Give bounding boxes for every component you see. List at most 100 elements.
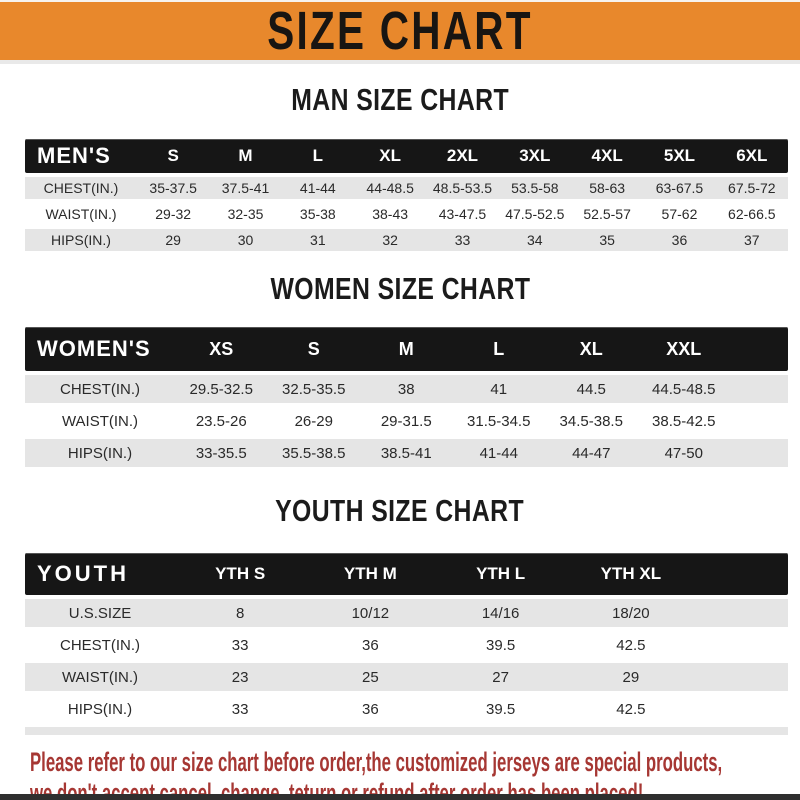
women-row-label: HIPS(IN.) (67, 444, 133, 462)
women-value-cell: 41-44 (479, 444, 518, 462)
women-value-cell: 47-50 (664, 444, 703, 462)
men-value-cell: 35-38 (299, 206, 336, 222)
youth-row-label: WAIST(IN.) (61, 668, 139, 686)
youth-value-cell: 39.5 (486, 636, 516, 654)
men-value-cell: 58-63 (589, 180, 626, 196)
men-table-row: WAIST(IN.) 29-32 32-35 35-38 38-43 43-47.5 47.… (25, 203, 788, 225)
youth-corner-label: YOUTH (37, 561, 129, 586)
women-value-cell: 38 (397, 380, 415, 398)
youth-value-cell: 36 (362, 700, 379, 718)
men-value-cell: 63-67.5 (655, 180, 704, 196)
men-row-label: CHEST(IN.) (43, 180, 119, 196)
men-size-table: MEN'S S M L XL 2XL 3XL 4XL 5XL 6XL CHEST(IN.) 35-37… (25, 139, 788, 251)
women-value-cell: 38.5-41 (380, 444, 432, 462)
youth-value-cell: 14/16 (481, 604, 520, 622)
men-corner-label: MEN'S (37, 143, 111, 168)
women-section-title: WOMEN SIZE CHART (0, 273, 800, 311)
youth-row-label: HIPS(IN.) (67, 700, 133, 718)
men-value-cell: 37 (744, 232, 760, 248)
youth-column-header: YTH L (476, 564, 526, 583)
women-value-cell: 41 (490, 380, 508, 398)
youth-value-cell: 33 (231, 636, 249, 654)
women-row-label: CHEST(IN.) (60, 380, 140, 398)
men-column-header: L (312, 146, 324, 165)
youth-column-header: YTH XL (600, 564, 662, 583)
men-size-chart-section: MAN SIZE CHART MEN'S S M L XL 2XL 3XL 4XL 5XL 6XL… (0, 84, 800, 251)
women-table-row: WAIST(IN.) 23.5-26 26-29 29-31.5 31.5-34.5 34… (25, 407, 788, 435)
women-row-label: WAIST(IN.) (61, 412, 139, 430)
men-value-cell: 36 (671, 232, 688, 248)
men-value-cell: 48.5-53.5 (432, 180, 493, 196)
men-value-cell: 62-66.5 (728, 206, 776, 222)
men-table-row: CHEST(IN.) 35-37.5 37.5-41 41-44 44-48.5 48.5… (25, 177, 788, 199)
women-value-cell: 38.5-42.5 (652, 412, 716, 430)
youth-value-cell: 36 (362, 636, 379, 654)
women-table-header-row: WOMEN'S XS S M L XL XXL (25, 327, 788, 371)
order-notice: Please refer to our size chart before or… (30, 747, 800, 800)
men-value-cell: 57-62 (661, 206, 698, 222)
youth-column-header: YTH M (343, 564, 397, 583)
men-value-cell: 30 (237, 232, 254, 248)
men-row-label: HIPS(IN.) (51, 232, 111, 248)
women-column-header: L (493, 338, 505, 359)
women-size-table: WOMEN'S XS S M L XL XXL CHEST(IN.) 29.5-32.5 32.5… (25, 327, 788, 467)
men-value-cell: 52.5-57 (583, 206, 631, 222)
women-value-cell: 29-31.5 (380, 412, 432, 430)
youth-table-row: U.S.SIZE 8 10/12 14/16 18/20 (25, 599, 788, 627)
men-value-cell: 29 (165, 232, 181, 248)
men-value-cell: 43-47.5 (438, 206, 487, 222)
women-value-cell: 29.5-32.5 (189, 380, 253, 398)
youth-row-label: U.S.SIZE (68, 604, 132, 622)
youth-section-title-text: YOUTH SIZE CHART (275, 493, 525, 528)
men-value-cell: 41-44 (299, 180, 336, 196)
men-value-cell: 35-37.5 (149, 180, 197, 196)
youth-value-cell: 39.5 (486, 700, 516, 718)
banner-title: SIZE CHART (267, 1, 533, 61)
men-value-cell: 38-43 (372, 206, 409, 222)
women-corner-label: WOMEN'S (37, 336, 151, 361)
youth-value-cell: 8 (235, 604, 245, 622)
women-value-cell: 44-47 (572, 444, 611, 462)
youth-table-tail-strip (25, 727, 788, 735)
youth-table-row: WAIST(IN.) 23 25 27 29 (25, 663, 788, 691)
youth-column-header: YTH S (215, 564, 266, 583)
youth-value-cell: 10/12 (351, 604, 390, 622)
women-value-cell: 44.5-48.5 (652, 380, 716, 398)
men-column-header: 2XL (446, 146, 479, 165)
youth-size-chart-section: YOUTH SIZE CHART YOUTH YTH S YTH M YTH L YTH… (0, 495, 800, 735)
youth-value-cell: 33 (231, 700, 249, 718)
men-value-cell: 29-32 (155, 206, 192, 222)
men-value-cell: 53.5-58 (511, 180, 559, 196)
men-table-row: HIPS(IN.) 29 30 31 32 33 34 35 36 37 (25, 229, 788, 251)
youth-value-cell: 42.5 (616, 636, 646, 654)
women-column-header: S (307, 338, 320, 359)
men-value-cell: 44-48.5 (366, 180, 414, 196)
men-column-header: XL (379, 146, 402, 165)
order-notice-line-1: Please refer to our size chart before or… (30, 747, 723, 777)
men-column-header: S (167, 146, 179, 165)
banner: SIZE CHART (0, 0, 800, 64)
men-value-cell: 67.5-72 (728, 180, 776, 196)
men-column-header: 6XL (736, 146, 768, 165)
youth-table-row: CHEST(IN.) 33 36 39.5 42.5 (25, 631, 788, 659)
women-value-cell: 23.5-26 (195, 412, 247, 430)
youth-section-title: YOUTH SIZE CHART (0, 495, 800, 533)
men-section-title: MAN SIZE CHART (0, 84, 800, 122)
women-column-header: XL (579, 338, 603, 359)
women-table-row: CHEST(IN.) 29.5-32.5 32.5-35.5 38 41 44.5 44.5… (25, 375, 788, 403)
women-column-header: XS (209, 338, 234, 359)
men-value-cell: 35 (599, 232, 615, 248)
youth-value-cell: 25 (362, 668, 379, 686)
women-value-cell: 26-29 (294, 412, 333, 430)
men-section-title-text: MAN SIZE CHART (291, 82, 509, 117)
women-table-row: HIPS(IN.) 33-35.5 35.5-38.5 38.5-41 41-44 44-… (25, 439, 788, 467)
women-value-cell: 44.5 (576, 380, 606, 398)
youth-value-cell: 29 (622, 668, 640, 686)
women-value-cell: 34.5-38.5 (559, 412, 623, 430)
men-column-header: 4XL (591, 146, 623, 165)
youth-value-cell: 42.5 (616, 700, 646, 718)
men-column-header: 3XL (519, 146, 551, 165)
men-value-cell: 31 (310, 232, 326, 248)
youth-table-header-row: YOUTH YTH S YTH M YTH L YTH XL (25, 553, 788, 595)
